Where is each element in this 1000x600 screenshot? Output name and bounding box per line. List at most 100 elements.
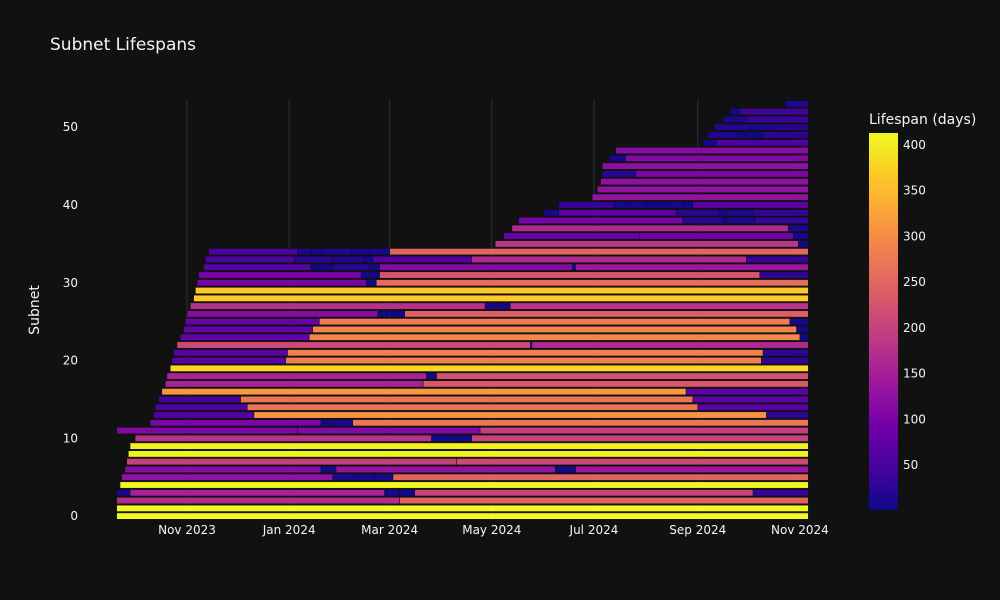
lifespan-bar-subnet-12 — [320, 419, 333, 427]
lifespan-bar-subnet-17 — [422, 380, 809, 388]
lifespan-bar-subnet-2 — [116, 497, 400, 504]
grid-lines — [186, 100, 801, 520]
lifespan-bar-subnet-46 — [625, 154, 809, 162]
lifespan-bar-subnet-31 — [360, 271, 370, 279]
x-tick-label: Sep 2024 — [669, 523, 726, 537]
lifespan-bar-subnet-34 — [310, 248, 323, 256]
lifespan-bar-subnet-37 — [787, 224, 809, 232]
lifespan-bar-subnet-49 — [744, 131, 754, 139]
lifespan-bar-subnet-40 — [613, 201, 630, 209]
lifespan-bar-subnet-51 — [746, 116, 809, 123]
lifespan-bar-subnet-32 — [571, 263, 576, 271]
lifespan-bar-subnet-16 — [685, 388, 809, 396]
lifespan-bar-subnet-46 — [608, 154, 627, 162]
lifespan-bar-subnet-34 — [208, 248, 298, 256]
lifespan-bar-subnet-26 — [377, 310, 387, 318]
lifespan-bar-subnet-5 — [354, 473, 375, 481]
lifespan-bar-subnet-21 — [762, 349, 809, 357]
lifespan-bar-subnet-24 — [796, 326, 809, 333]
lifespan-bar-subnet-33 — [293, 256, 333, 263]
lifespan-bar-subnet-32 — [369, 263, 380, 271]
lifespan-bar-subnet-3 — [752, 489, 809, 497]
lifespan-bar-subnet-2 — [399, 497, 809, 504]
lifespan-bar-subnet-35 — [494, 240, 799, 248]
colorbar-tick-label: 400 — [903, 138, 926, 152]
lifespan-bar-subnet-23 — [309, 333, 801, 341]
lifespan-bar-subnet-32 — [332, 263, 370, 271]
lifespan-bar-subnet-14 — [697, 403, 809, 411]
lifespan-bar-subnet-16 — [161, 388, 687, 396]
lifespan-bar-subnet-52 — [729, 108, 740, 116]
lifespan-bar-subnet-31 — [198, 271, 362, 279]
lifespan-bar-subnet-26 — [404, 310, 809, 318]
lifespan-bar-subnet-40 — [692, 201, 809, 209]
lifespan-bar-subnet-32 — [379, 263, 573, 271]
lifespan-bar-subnet-39 — [543, 209, 560, 217]
lifespan-bar-subnet-27 — [484, 302, 499, 310]
lifespan-bar-subnet-31 — [379, 271, 761, 279]
lifespan-bar-subnet-1 — [116, 504, 809, 512]
lifespan-bar-subnet-30 — [196, 279, 367, 287]
colorbar: Lifespan (days) 50 100 150 200 250 300 350 400 — [869, 112, 976, 510]
lifespan-bar-subnet-24 — [312, 326, 797, 333]
lifespan-bar-subnet-39 — [752, 209, 809, 217]
lifespan-bar-subnet-18 — [166, 372, 427, 380]
lifespan-bar-subnet-6 — [335, 466, 556, 473]
lifespan-bar-subnet-22 — [530, 341, 533, 349]
lifespan-bar-subnet-32 — [317, 263, 333, 271]
lifespan-bar-subnet-21 — [173, 349, 288, 357]
lifespan-bar-subnet-40 — [669, 201, 685, 209]
lifespan-bar-subnet-49 — [736, 131, 745, 139]
lifespan-bar-subnet-39 — [727, 209, 754, 217]
lifespan-bar-subnet-26 — [186, 310, 379, 318]
x-tick-label: Jul 2024 — [569, 523, 619, 537]
lifespan-bar-subnet-34 — [350, 248, 370, 256]
lifespan-bar-subnet-18 — [426, 372, 437, 380]
lifespan-bar-subnet-33 — [372, 256, 472, 263]
lifespan-bar-subnet-27 — [498, 302, 511, 310]
x-tick-label: Nov 2023 — [158, 523, 216, 537]
lifespan-bar-subnet-10 — [448, 434, 461, 442]
lifespan-bar-subnet-25 — [319, 318, 791, 326]
lifespan-bar-subnet-31 — [759, 271, 809, 279]
lifespan-bar-subnet-28 — [193, 294, 809, 302]
lifespan-bar-subnet-39 — [675, 209, 719, 217]
lifespan-bar-subnet-25 — [789, 318, 809, 326]
lifespan-bar-subnet-39 — [558, 209, 677, 217]
lifespan-bar-subnet-11 — [116, 427, 298, 434]
lifespan-bar-subnet-37 — [511, 224, 789, 232]
y-tick-label: 40 — [63, 198, 78, 212]
lifespan-bar-subnet-20 — [171, 357, 287, 364]
chart-title: Subnet Lifespans — [50, 35, 196, 55]
colorbar-tick-label: 150 — [903, 367, 926, 381]
colorbar-title: Lifespan (days) — [869, 112, 976, 128]
lifespan-bar-subnet-13 — [766, 411, 809, 419]
lifespan-bar-subnet-13 — [153, 411, 255, 419]
lifespan-bar-subnet-38 — [727, 217, 755, 224]
lifespan-bar-subnet-40 — [558, 201, 615, 209]
lifespan-bar-subnet-23 — [180, 333, 310, 341]
y-tick-label: 10 — [63, 431, 78, 445]
lifespan-bar-subnet-8 — [128, 450, 809, 458]
lifespan-bar-subnet-33 — [205, 256, 295, 263]
lifespan-bar-subnet-14 — [154, 403, 248, 411]
lifespan-bar-subnet-12 — [352, 419, 809, 427]
colorbar-tick-label: 200 — [903, 321, 926, 335]
lifespan-bar-subnet-43 — [600, 178, 809, 186]
lifespan-bar-subnet-6 — [555, 466, 576, 473]
colorbar-gradient — [869, 133, 898, 510]
lifespan-bar-subnet-5 — [121, 473, 333, 481]
lifespan-bar-subnet-49 — [762, 131, 809, 139]
x-tick-label: Mar 2024 — [361, 523, 418, 537]
lifespan-bar-subnet-26 — [396, 310, 405, 318]
lifespan-bar-subnet-9 — [129, 442, 809, 450]
x-tick-label: May 2024 — [462, 523, 521, 537]
lifespan-bar-subnet-25 — [185, 318, 320, 326]
lifespan-bar-subnet-40 — [684, 201, 694, 209]
lifespan-bar-subnet-38 — [518, 217, 683, 224]
x-tick-label: Jan 2024 — [262, 523, 316, 537]
lifespan-bar-subnet-0 — [116, 512, 809, 520]
colorbar-tick-label: 100 — [903, 412, 926, 426]
lifespan-bar-subnet-3 — [399, 489, 416, 497]
lifespan-bar-subnet-15 — [158, 396, 241, 403]
